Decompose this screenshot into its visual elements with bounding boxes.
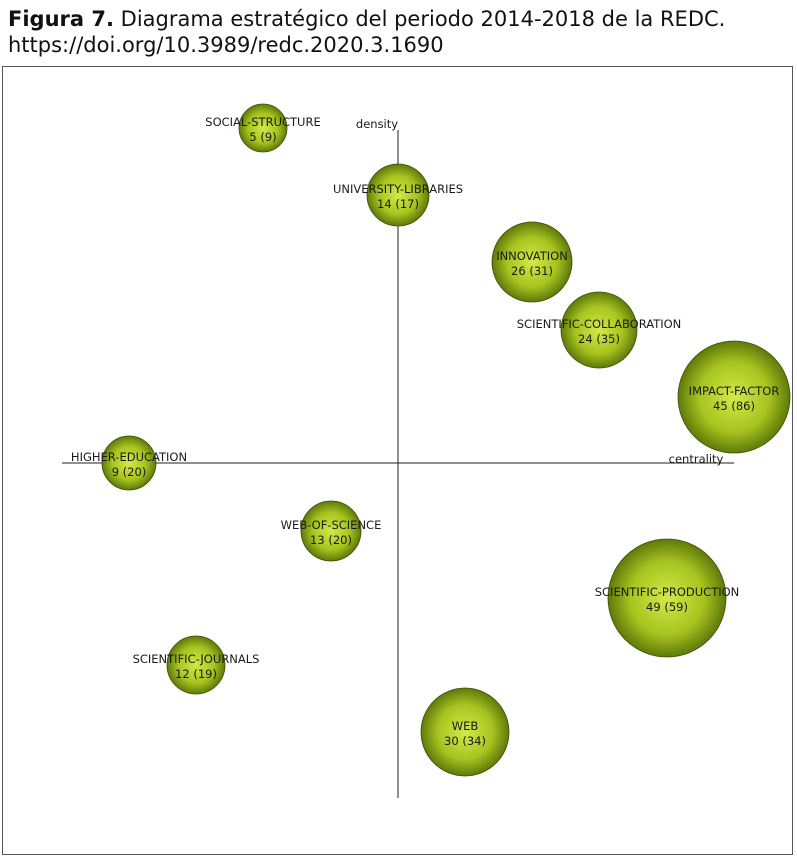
bubble-circle	[166, 635, 226, 695]
bubble-circle	[101, 435, 157, 491]
chart-frame	[2, 66, 793, 855]
bubble-circle	[238, 103, 288, 153]
bubble-circle	[420, 687, 510, 777]
bubble-name-label: INNOVATION	[496, 249, 568, 263]
bubble-name-label: SOCIAL-STRUCTURE	[205, 115, 320, 129]
bubble-name-label: HIGHER-EDUCATION	[71, 450, 187, 464]
bubble-circle	[300, 500, 362, 562]
bubble-circle	[560, 291, 638, 369]
bubble-name-label: WEB	[452, 719, 479, 733]
caption-doi: https://doi.org/10.3989/redc.2020.3.1690	[8, 33, 444, 57]
bubble-name-label: SCIENTIFIC-JOURNALS	[133, 652, 260, 666]
bubble-count-label: 26 (31)	[511, 264, 553, 278]
bubble-count-label: 49 (59)	[646, 600, 688, 614]
bubble-count-label: 13 (20)	[310, 533, 352, 547]
bubble-count-label: 24 (35)	[578, 332, 620, 346]
bubble-name-label: WEB-OF-SCIENCE	[281, 518, 382, 532]
bubble-count-label: 14 (17)	[377, 197, 419, 211]
caption-figure-number: Figura 7.	[8, 7, 114, 31]
bubble-name-label: UNIVERSITY-LIBRARIES	[333, 182, 463, 196]
bubble-count-label: 5 (9)	[249, 130, 276, 144]
bubble-name-label: SCIENTIFIC-COLLABORATION	[517, 317, 682, 331]
bubble-count-label: 45 (86)	[713, 399, 755, 413]
bubble-circle	[677, 340, 791, 454]
x-axis-label: centrality	[669, 452, 724, 466]
bubble-name-label: SCIENTIFIC-PRODUCTION	[595, 585, 740, 599]
y-axis-label: density	[356, 117, 398, 131]
caption-title: Diagrama estratégico del periodo 2014-20…	[113, 7, 726, 31]
bubble-circle	[491, 221, 573, 303]
bubble-count-label: 30 (34)	[444, 734, 486, 748]
bubble-count-label: 12 (19)	[175, 667, 217, 681]
figure-caption: Figura 7. Diagrama estratégico del perio…	[8, 6, 793, 58]
bubble-name-label: IMPACT-FACTOR	[689, 384, 780, 398]
bubble-circle	[607, 538, 727, 658]
bubble-count-label: 9 (20)	[112, 465, 147, 479]
bubble-circle	[366, 163, 430, 227]
